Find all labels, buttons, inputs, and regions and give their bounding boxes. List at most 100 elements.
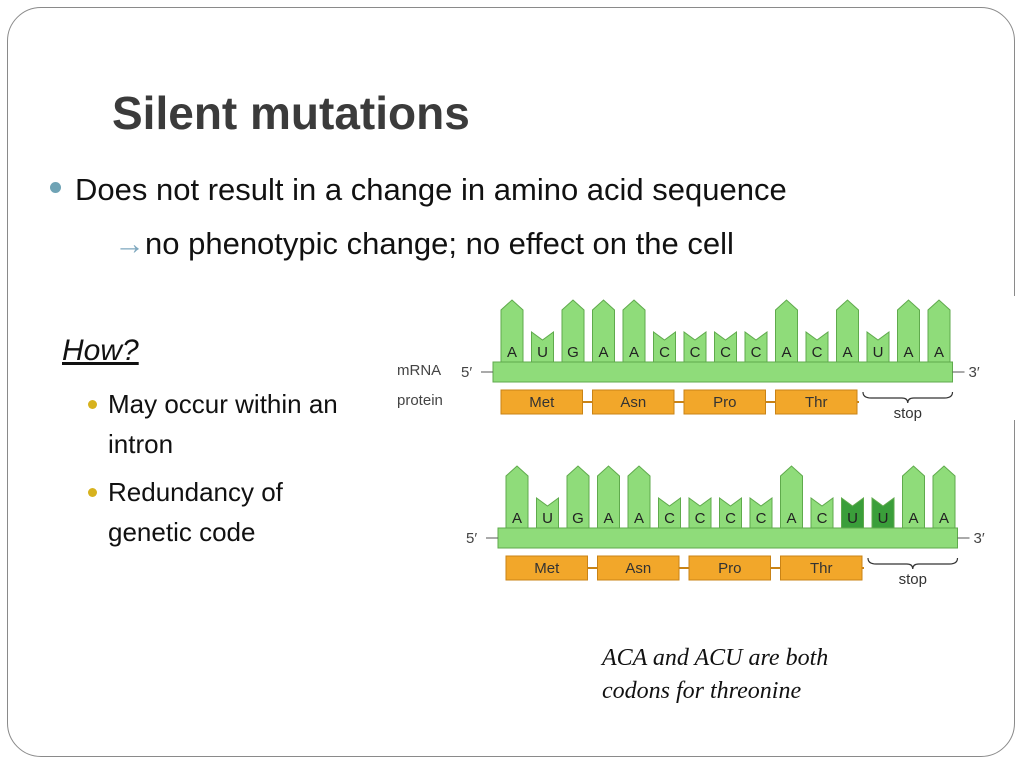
nucleotide-label: A <box>934 344 944 361</box>
sub-bullet-1: May occur within an intron <box>88 384 368 464</box>
nucleotide-label: C <box>695 510 706 527</box>
nucleotide-label: G <box>567 344 579 361</box>
mutated-nucleotide <box>841 497 864 529</box>
bullet-2-text: no phenotypic change; no effect on the c… <box>145 226 734 261</box>
nucleotide <box>627 465 651 529</box>
amino-acid-label: Thr <box>810 560 833 577</box>
amino-acid-box <box>597 555 680 581</box>
nucleotide <box>810 497 834 529</box>
three-prime-label: 3′ <box>969 364 980 381</box>
nucleotide <box>897 299 920 363</box>
mutated-nucleotide <box>871 497 895 529</box>
how-heading: How? <box>62 334 139 367</box>
nucleotide <box>500 299 524 363</box>
nucleotide-label: U <box>542 510 553 527</box>
nucleotide <box>714 331 737 363</box>
edge-highlight <box>1014 296 1024 420</box>
slide-title: Silent mutations <box>112 87 470 139</box>
nucleotide-label: A <box>903 344 913 361</box>
nucleotide <box>566 465 590 529</box>
stop-label: stop <box>899 571 927 588</box>
nucleotide <box>597 465 620 529</box>
amino-acid-box <box>683 389 766 415</box>
nucleotide <box>902 465 925 529</box>
arrow-icon: → <box>114 226 145 261</box>
nucleotide <box>683 331 707 363</box>
nucleotide-label: G <box>572 510 584 527</box>
original-strand: A U G A A C C C C A C A U A A 5′ 3′ mRNA protein Met Asn Pro T… <box>397 299 980 422</box>
nucleotide-label: C <box>756 510 767 527</box>
amino-acid-label: Met <box>529 394 555 411</box>
nucleotide-label: A <box>598 344 608 361</box>
sub-bullet-dot-icon <box>88 400 97 409</box>
nucleotide-label: A <box>908 510 918 527</box>
nucleotide <box>775 299 798 363</box>
stop-bracket <box>867 557 959 570</box>
nucleotide-label: A <box>842 344 852 361</box>
nucleotide <box>622 299 646 363</box>
nucleotide-label: C <box>725 510 736 527</box>
protein-label: protein <box>397 392 443 409</box>
nucleotide <box>836 299 859 363</box>
nucleotide <box>505 465 529 529</box>
nucleotide <box>719 497 742 529</box>
nucleotide <box>866 331 890 363</box>
nucleotide-label: A <box>786 510 796 527</box>
nucleotide-label: C <box>720 344 731 361</box>
nucleotide-label: A <box>507 344 517 361</box>
caption-line-1: ACA and ACU are both <box>602 645 829 671</box>
nucleotide-label: C <box>812 344 823 361</box>
mrna-backbone <box>492 361 953 383</box>
bullet-1: Does not result in a change in amino aci… <box>50 172 787 208</box>
nucleotide-label: A <box>781 344 791 361</box>
nucleotide <box>653 331 676 363</box>
nucleotide <box>592 299 615 363</box>
nucleotide-label: U <box>873 344 884 361</box>
mutant-strand: A U G A A C C C C A C U U A A 5′ 3′ Met Asn Pro Thr stop <box>466 465 985 588</box>
nucleotide-label: U <box>878 510 889 527</box>
nucleotide-label: A <box>939 510 949 527</box>
nucleotide-label: U <box>537 344 548 361</box>
nucleotide-label: A <box>629 344 639 361</box>
amino-acid-box <box>500 389 583 415</box>
amino-acid-box <box>688 555 771 581</box>
nucleotide-label: A <box>634 510 644 527</box>
nucleotide-label: C <box>817 510 828 527</box>
sub-bullet-1-text: May occur within an intron <box>108 389 338 459</box>
sub-bullet-2: Redundancy of genetic code <box>88 472 368 552</box>
bullet-1-text: Does not result in a change in amino aci… <box>75 172 787 207</box>
amino-acid-label: Pro <box>713 394 736 411</box>
nucleotide-label: C <box>751 344 762 361</box>
caption: ACA and ACU are both codons for threonin… <box>602 642 828 708</box>
stop-label: stop <box>894 405 922 422</box>
nucleotide <box>561 299 585 363</box>
amino-acid-label: Thr <box>805 394 828 411</box>
mrna-label: mRNA <box>397 362 441 379</box>
amino-acid-label: Pro <box>718 560 741 577</box>
nucleotide <box>688 497 712 529</box>
nucleotide-label: A <box>603 510 613 527</box>
nucleotide-label: C <box>659 344 670 361</box>
nucleotide-label: C <box>664 510 675 527</box>
caption-line-2: codons for threonine <box>602 678 802 704</box>
amino-acid-label: Asn <box>625 560 651 577</box>
nucleotide <box>780 465 803 529</box>
five-prime-label: 5′ <box>466 530 477 547</box>
stop-bracket <box>862 391 954 404</box>
amino-acid-box <box>592 389 675 415</box>
amino-acid-box <box>780 555 863 581</box>
nucleotide <box>744 331 768 363</box>
nucleotide-label: C <box>690 344 701 361</box>
bullet-dot-icon <box>50 182 61 194</box>
nucleotide-label: U <box>847 510 858 527</box>
nucleotide <box>536 497 559 529</box>
amino-acid-box <box>505 555 588 581</box>
nucleotide <box>932 465 956 529</box>
amino-acid-box <box>775 389 858 415</box>
nucleotide <box>805 331 829 363</box>
nucleotide <box>658 497 681 529</box>
nucleotide-label: A <box>512 510 522 527</box>
nucleotide <box>531 331 554 363</box>
nucleotide <box>927 299 951 363</box>
